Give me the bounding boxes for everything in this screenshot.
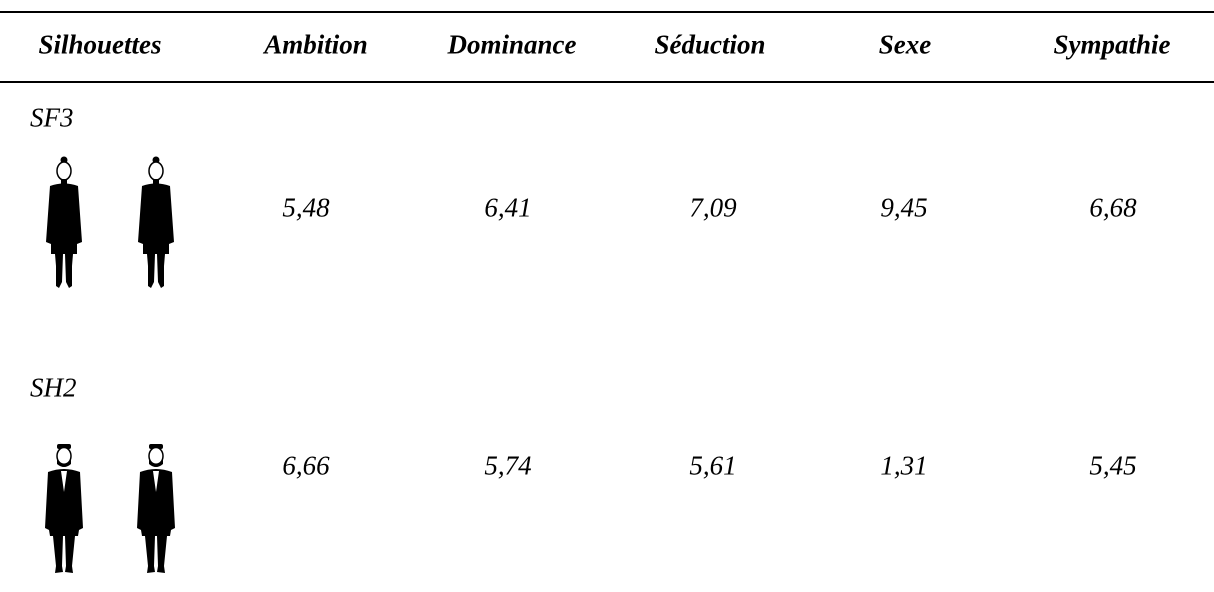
cell-value: 5,61 <box>689 450 737 481</box>
cell-value: 1,31 <box>880 450 928 481</box>
column-header: Séduction <box>654 29 766 60</box>
cell-value: 9,45 <box>880 192 928 223</box>
cell-value: 5,48 <box>282 192 330 223</box>
silhouette <box>44 440 84 576</box>
column-header: Dominance <box>447 29 577 60</box>
cell-value: 6,66 <box>282 450 330 481</box>
row-label: SF3 <box>30 102 74 133</box>
silhouette <box>44 154 84 290</box>
cell-value: 6,68 <box>1089 192 1137 223</box>
top-rule <box>0 11 1214 13</box>
cell-value: 7,09 <box>689 192 737 223</box>
column-header: Sympathie <box>1053 29 1171 60</box>
column-header: Ambition <box>264 29 368 60</box>
cell-value: 5,45 <box>1089 450 1137 481</box>
silhouette <box>136 154 176 290</box>
cell-value: 5,74 <box>484 450 532 481</box>
cell-value: 6,41 <box>484 192 532 223</box>
row-label: SH2 <box>30 372 77 403</box>
column-header: Silhouettes <box>38 29 162 60</box>
header-rule <box>0 81 1214 83</box>
silhouette <box>136 440 176 576</box>
column-header: Sexe <box>878 29 932 60</box>
